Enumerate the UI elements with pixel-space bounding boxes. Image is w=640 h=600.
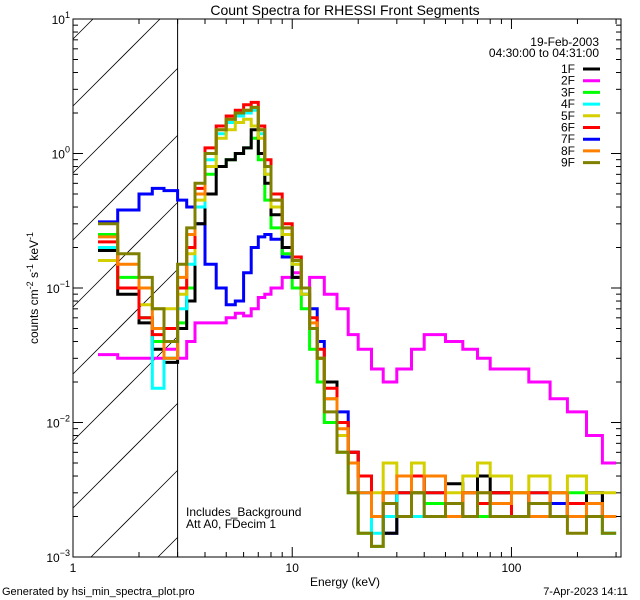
footer-timestamp: 7-Apr-2023 14:11 bbox=[543, 586, 628, 598]
x-tick-label: 1 bbox=[70, 561, 77, 575]
annotation-attenuator: Att A0, FDecim 1 bbox=[186, 517, 276, 531]
hatch-line bbox=[72, 403, 178, 509]
x-axis-label: Energy (keV) bbox=[310, 575, 380, 589]
series-2F bbox=[98, 271, 617, 465]
hatch-line bbox=[72, 18, 161, 107]
legend-label: 4F bbox=[561, 97, 575, 111]
legend-label: 9F bbox=[561, 156, 575, 170]
hatch-line bbox=[72, 18, 94, 40]
hatch-line bbox=[72, 336, 178, 442]
legend-label: 8F bbox=[561, 144, 575, 158]
legend-time-range: 04:30:00 to 04:31:00 bbox=[489, 46, 599, 60]
y-tick-label: 101 bbox=[52, 10, 70, 27]
hatch-line bbox=[72, 68, 178, 174]
hatch-line bbox=[90, 470, 178, 558]
legend-label: 3F bbox=[561, 85, 575, 99]
legend-label: 2F bbox=[561, 74, 575, 88]
legend-label: 7F bbox=[561, 132, 575, 146]
annotation-background: Includes_Background bbox=[186, 505, 301, 519]
legend-label: 6F bbox=[561, 121, 575, 135]
y-tick-label: 100 bbox=[52, 145, 70, 162]
y-tick-label: 10−1 bbox=[46, 279, 70, 296]
series-layer bbox=[98, 100, 617, 548]
legend-label: 5F bbox=[561, 109, 575, 123]
hatch-line bbox=[72, 269, 178, 375]
hatch-line bbox=[72, 135, 178, 241]
axis-ticks: 1 10 100 101 100 10−1 10−2 10−3 bbox=[46, 10, 621, 575]
hatch-line bbox=[157, 537, 178, 558]
legend-label: 1F bbox=[561, 62, 575, 76]
footer-generated-by: Generated by hsi_min_spectra_plot.pro bbox=[2, 586, 195, 598]
chart-title: Count Spectra for RHESSI Front Segments bbox=[210, 2, 479, 18]
series-5F bbox=[98, 117, 617, 495]
y-tick-label: 10−2 bbox=[46, 414, 70, 431]
x-tick-label: 10 bbox=[286, 561, 300, 575]
series-9F bbox=[98, 105, 617, 548]
legend-date: 19-Feb-2003 bbox=[530, 35, 599, 49]
y-axis-label: counts cm-2 s-1 keV-1 bbox=[25, 232, 41, 344]
y-tick-label: 10−3 bbox=[46, 548, 70, 565]
x-tick-label: 100 bbox=[501, 561, 521, 575]
